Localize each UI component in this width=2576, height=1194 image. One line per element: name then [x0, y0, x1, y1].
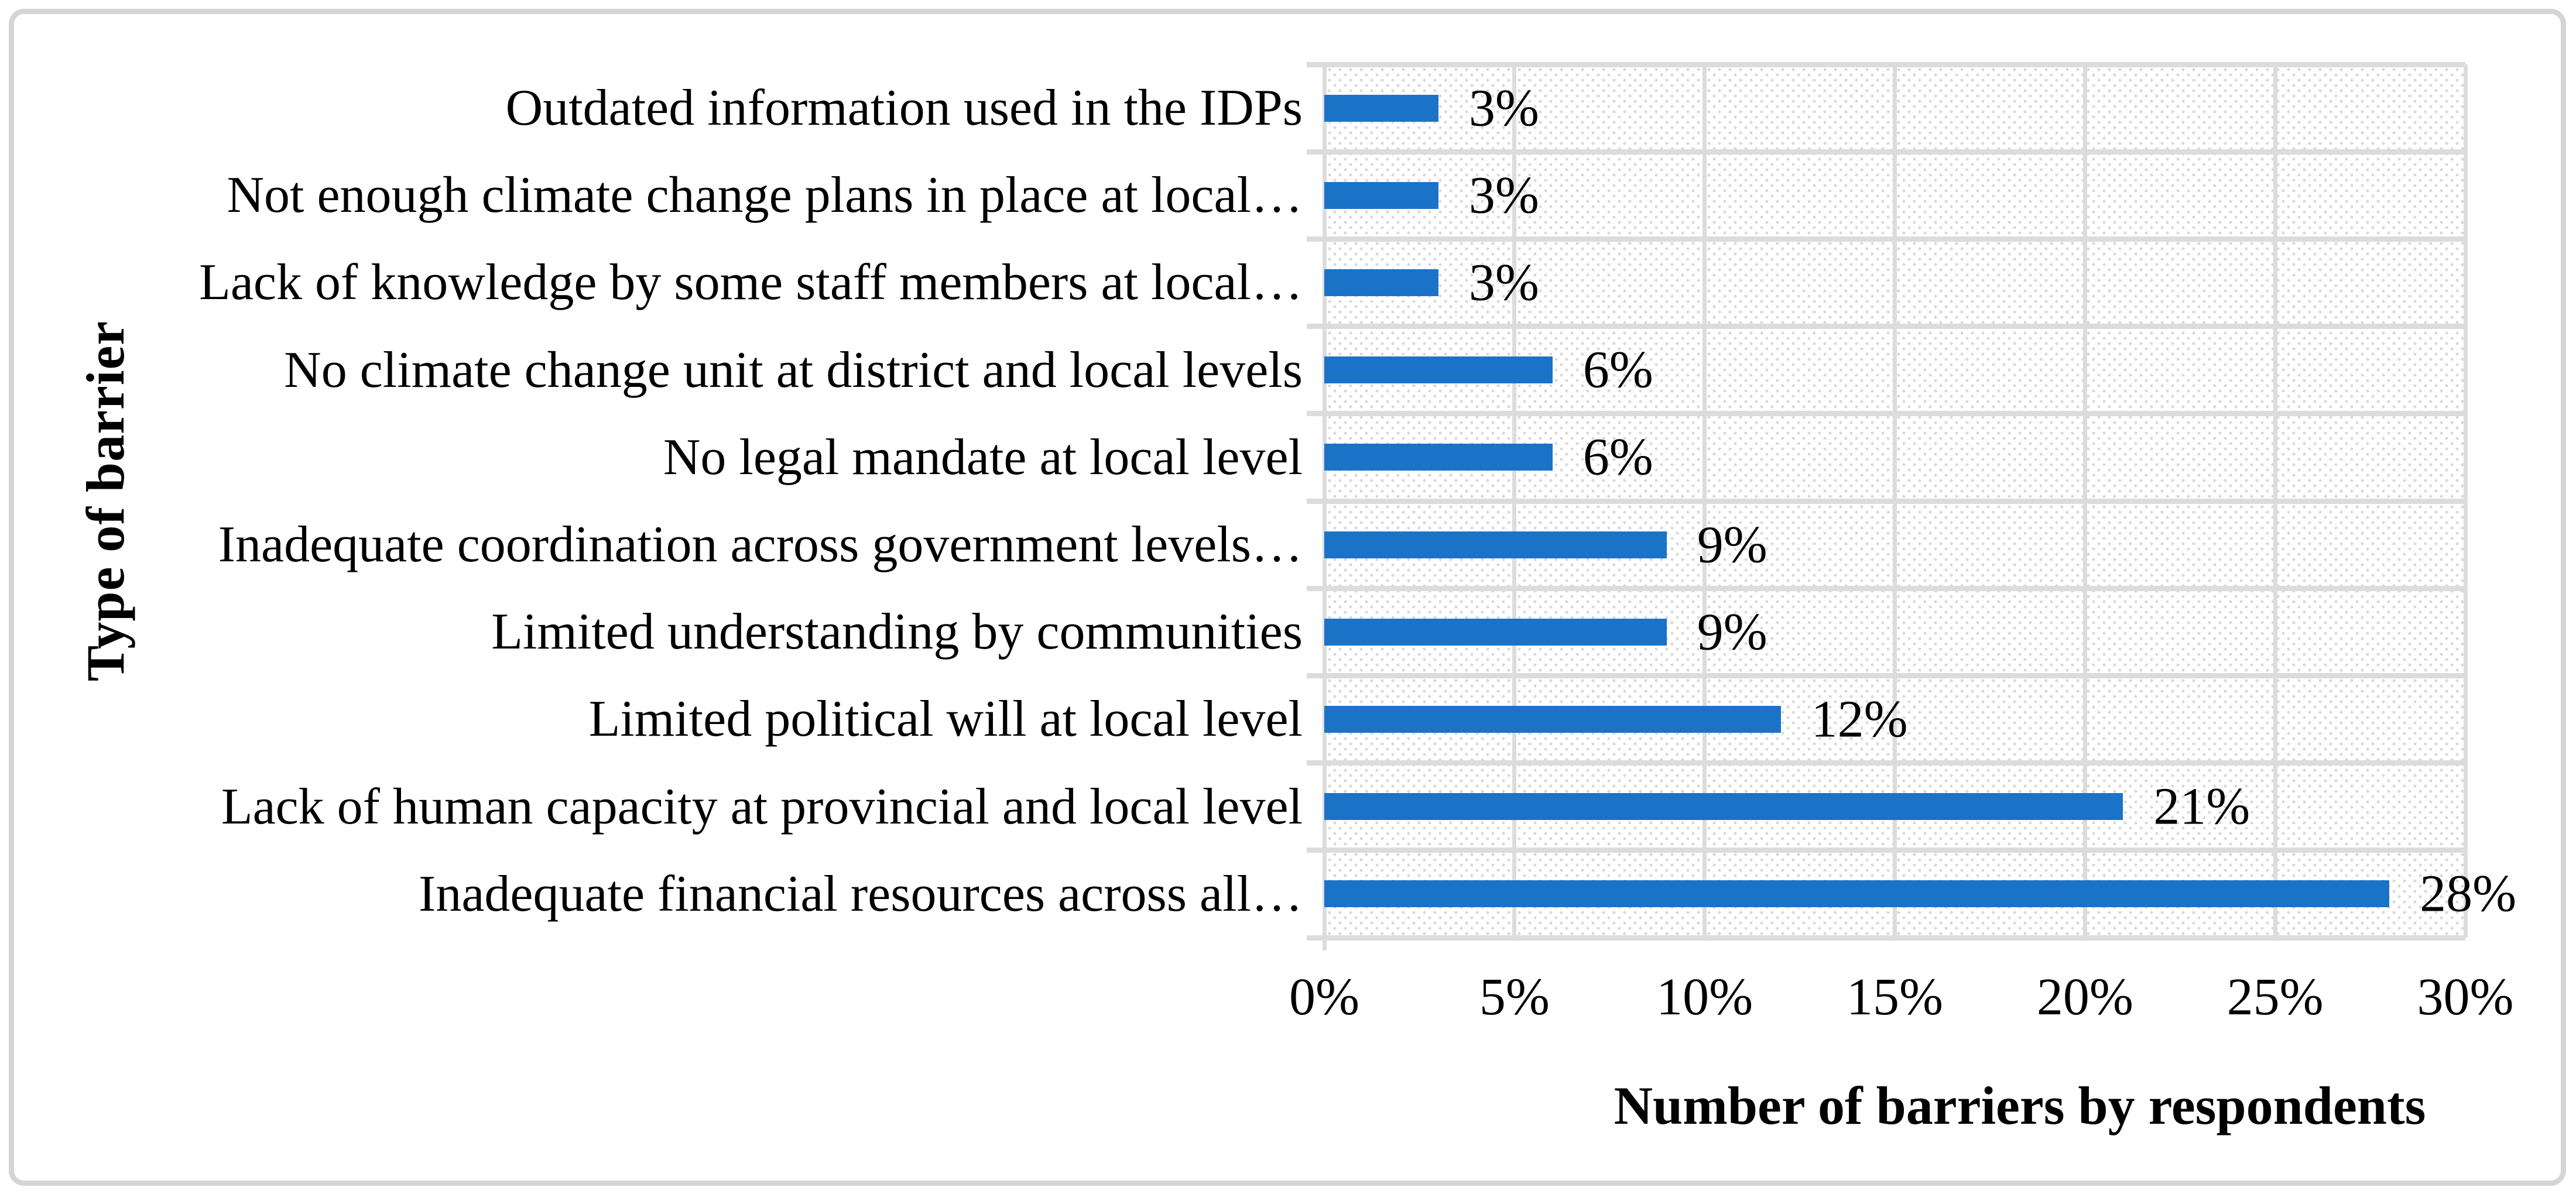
value-axis-tick	[1322, 938, 1327, 951]
category-label: Limited political will at local level	[588, 691, 1303, 748]
category-label: Limited understanding by communities	[491, 603, 1303, 661]
gridline-horizontal	[1307, 760, 2465, 766]
bar-value-label: 21%	[2153, 777, 2250, 836]
gridline-vertical	[1512, 64, 1517, 938]
bar-value-label: 3%	[1468, 253, 1539, 312]
gridline-horizontal	[1307, 848, 2465, 853]
category-label: Inadequate coordination across governmen…	[218, 516, 1303, 574]
bar-value-label: 6%	[1582, 341, 1653, 399]
category-label: Lack of human capacity at provincial and…	[221, 778, 1303, 835]
x-tick-label: 0%	[1289, 968, 1359, 1026]
category-axis-labels: Outdated information used in the IDPs Not…	[0, 64, 1303, 938]
bar	[1324, 531, 1667, 558]
gridline-horizontal	[1307, 61, 2465, 67]
gridline-vertical	[1893, 64, 1897, 938]
bar-value-label: 12%	[1811, 690, 1908, 749]
bar	[1324, 356, 1553, 384]
gridline-horizontal	[1307, 324, 2465, 330]
bar	[1324, 181, 1438, 209]
x-tick-label: 5%	[1479, 968, 1550, 1026]
gridline-horizontal	[1307, 236, 2465, 242]
gridline-vertical	[2273, 64, 2277, 938]
category-label: Not enough climate change plans in place…	[227, 167, 1303, 224]
bar	[1324, 94, 1438, 122]
x-tick-label: 30%	[2417, 968, 2514, 1026]
bar-value-label: 3%	[1468, 166, 1539, 225]
category-label: No legal mandate at local level	[663, 428, 1303, 486]
bar	[1324, 444, 1553, 471]
value-axis-line	[1322, 64, 1327, 938]
bar-value-label: 9%	[1697, 516, 1767, 574]
x-tick-label: 25%	[2226, 968, 2324, 1026]
category-label: Outdated information used in the IDPs	[505, 80, 1303, 137]
x-tick-label: 20%	[2036, 968, 2133, 1026]
bar-value-label: 3%	[1468, 79, 1539, 138]
gridline-vertical	[1703, 64, 1707, 938]
bar	[1324, 793, 2123, 821]
bar-value-label: 6%	[1582, 428, 1653, 486]
bar	[1324, 706, 1781, 733]
x-axis-title: Number of barriers by respondents	[1614, 1076, 2426, 1135]
bar-value-label: 28%	[2420, 864, 2517, 923]
bar	[1324, 269, 1438, 296]
category-label: Lack of knowledge by some staff members …	[199, 254, 1303, 311]
bar-value-label: 9%	[1697, 603, 1767, 661]
gridline-horizontal	[1307, 935, 2465, 941]
plot-area: 3% 3% 3% 6% 6% 9% 9% 12% 21% 28%	[1307, 61, 2516, 951]
gridline-horizontal	[1307, 411, 2465, 417]
x-tick-label: 15%	[1847, 968, 1943, 1026]
gridline-horizontal	[1307, 149, 2465, 155]
category-label: No climate change unit at district and l…	[284, 341, 1303, 399]
bar	[1324, 880, 2390, 908]
x-tick-label: 10%	[1656, 968, 1753, 1026]
bar	[1324, 618, 1667, 646]
gridline-horizontal	[1307, 585, 2465, 591]
gridline-vertical	[2082, 64, 2087, 938]
gridline-horizontal	[1307, 498, 2465, 504]
gridline-horizontal	[1307, 673, 2465, 678]
gridline-vertical	[2463, 64, 2468, 938]
category-label: Inadequate financial resources across al…	[419, 865, 1303, 922]
